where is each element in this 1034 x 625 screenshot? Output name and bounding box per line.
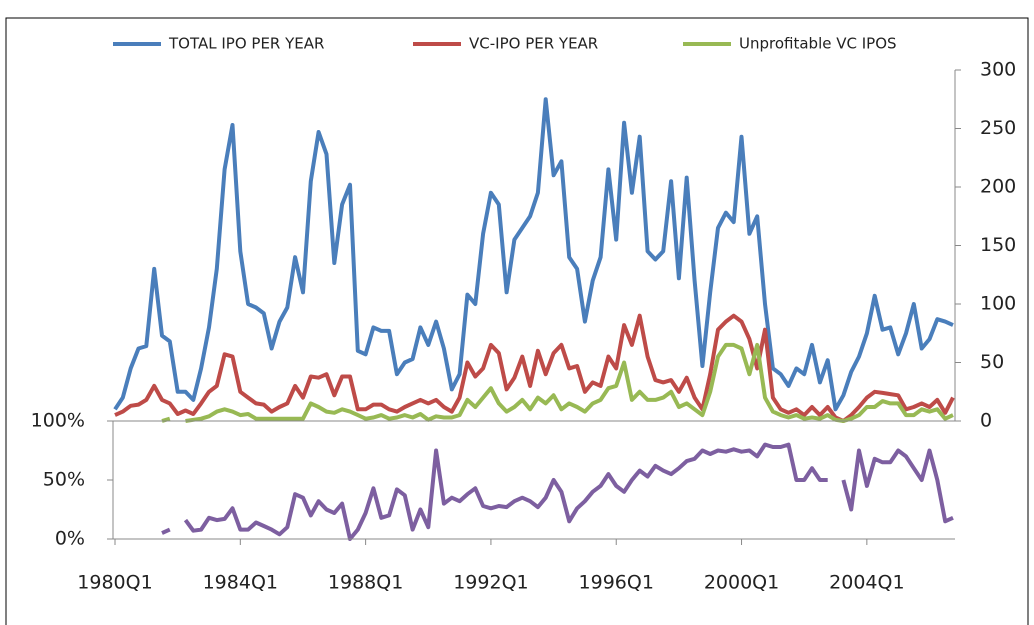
- legend-label: TOTAL IPO PER YEAR: [168, 35, 324, 53]
- y2-tick-label: 200: [980, 176, 1016, 198]
- y-tick-label: 100%: [31, 410, 85, 432]
- x-tick-label: 1980Q1: [77, 572, 152, 594]
- legend-label: Unprofitable VC IPOS: [739, 35, 897, 53]
- x-tick-label: 2004Q1: [829, 572, 904, 594]
- y-tick-label: 0%: [55, 528, 85, 550]
- y2-tick-label: 300: [980, 59, 1016, 81]
- frame: [5, 17, 1029, 625]
- x-tick-label: 1988Q1: [328, 572, 403, 594]
- y-tick-label: 50%: [43, 469, 85, 491]
- legend-label: VC-IPO PER YEAR: [469, 35, 598, 53]
- x-tick-label: 1984Q1: [203, 572, 278, 594]
- y2-tick-label: 250: [980, 117, 1016, 139]
- x-tick-label: 1992Q1: [453, 572, 528, 594]
- y2-tick-label: 150: [980, 234, 1016, 256]
- y2-tick-label: 0: [980, 410, 992, 432]
- x-tick-label: 2000Q1: [704, 572, 779, 594]
- x-tick-label: 1996Q1: [579, 572, 654, 594]
- line-series: [113, 97, 954, 412]
- y2-tick-label: 100: [980, 293, 1016, 315]
- line-series: [161, 442, 954, 541]
- line-series: [114, 313, 955, 423]
- y2-tick-label: 50: [980, 351, 1004, 373]
